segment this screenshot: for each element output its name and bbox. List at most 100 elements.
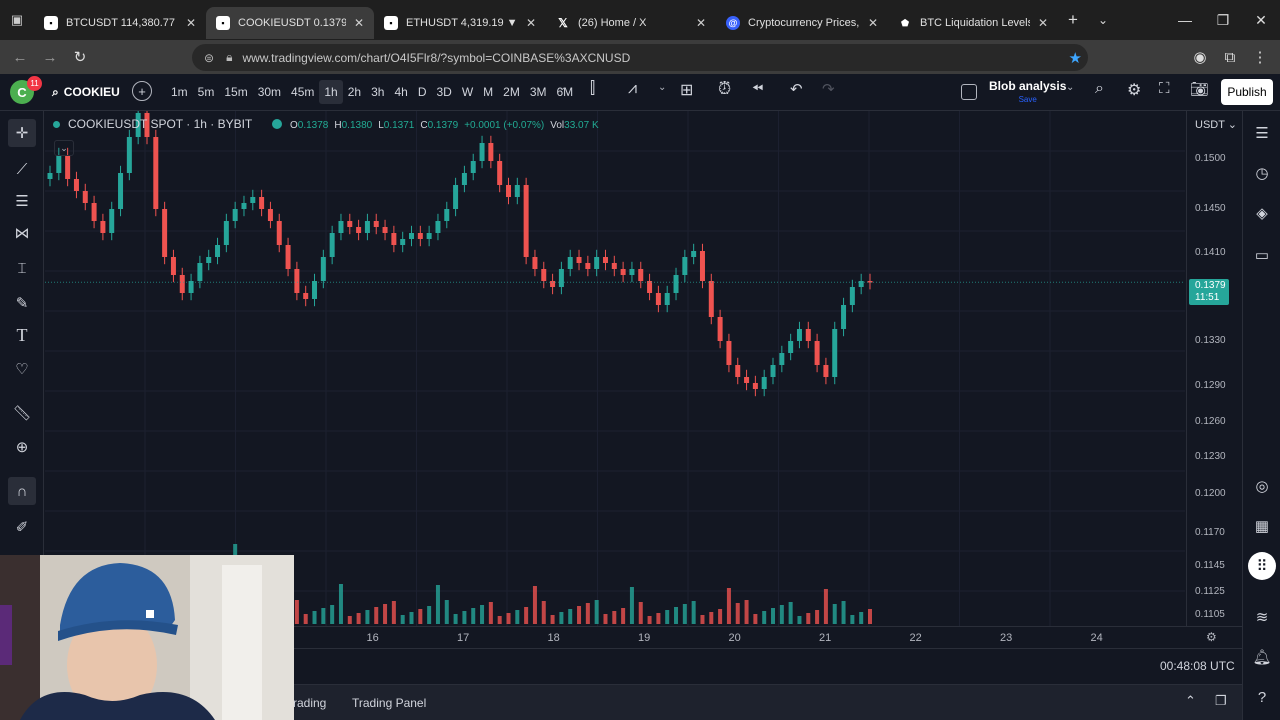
timeframe-button[interactable]: 3h: [371, 85, 385, 99]
apps-grid-icon[interactable]: ⠿: [1248, 552, 1276, 580]
time-axis-settings-icon[interactable]: ⚙: [1206, 630, 1217, 644]
chat-icon[interactable]: ▭: [1254, 247, 1270, 264]
ruler-icon[interactable]: 📏︎: [12, 405, 32, 422]
zoom-in-icon[interactable]: ⊕: [15, 439, 29, 456]
timeframe-button[interactable]: 5m: [197, 85, 215, 99]
close-tab-icon[interactable]: ✕: [695, 16, 706, 30]
browser-tab-cookieusdt[interactable]: ▪ COOKIEUSDT 0.1379 ▲ +0.0 ✕: [206, 7, 374, 39]
calendar-icon[interactable]: ▦: [1254, 518, 1270, 535]
favorites-heart-icon[interactable]: ♡: [15, 361, 29, 378]
symbol-title[interactable]: COOKIEUSDT SPOT · 1h · BYBIT: [68, 117, 253, 131]
snapshot-camera-icon[interactable]: 📷︎: [1190, 81, 1210, 98]
browser-tab-ethusdt[interactable]: ▪ ETHUSDT 4,319.19 ▼ −0.39 ✕: [374, 7, 546, 39]
browser-tab-crypto-prices[interactable]: @ Cryptocurrency Prices, Char ✕: [716, 7, 888, 39]
close-tab-icon[interactable]: ✕: [353, 16, 364, 30]
browser-menu-icon[interactable]: ⋮: [1252, 49, 1268, 66]
back-icon[interactable]: ←: [12, 48, 28, 66]
alert-icon[interactable]: ⏰︎: [718, 79, 732, 98]
timeframe-button[interactable]: D: [417, 85, 427, 99]
indicators-dropdown-icon[interactable]: ⌄: [658, 82, 667, 93]
timeframe-dropdown-icon[interactable]: ⌄: [558, 82, 567, 93]
timeframe-button[interactable]: 1h: [319, 80, 343, 104]
tab-trading-panel[interactable]: Trading Panel: [352, 696, 427, 710]
browser-tab-btcusdt[interactable]: ▪ BTCUSDT 114,380.77 ▲ +0.1 ✕: [34, 7, 206, 39]
close-tab-icon[interactable]: ✕: [185, 16, 196, 30]
symbol-search-button[interactable]: ⌕ COOKIEU: [52, 84, 120, 100]
layouts-grid-icon[interactable]: ⊞: [680, 82, 694, 99]
layers-icon[interactable]: ◈: [1256, 205, 1268, 222]
timeframe-button[interactable]: M: [483, 85, 494, 99]
close-window-icon[interactable]: ✕: [1255, 11, 1267, 28]
x-logo-icon: 𝕏: [558, 16, 568, 30]
layout-dropdown-icon[interactable]: ⌄: [1066, 82, 1075, 93]
compare-add-icon[interactable]: +: [132, 81, 152, 101]
magnet-icon[interactable]: ∩: [8, 477, 36, 505]
timeframe-button[interactable]: 3M: [529, 85, 547, 99]
notifications-bell-icon[interactable]: 🔔︎: [1252, 649, 1272, 666]
tab-trading[interactable]: rading: [293, 696, 327, 710]
timeframe-button[interactable]: 30m: [257, 85, 282, 99]
bookmark-star-icon[interactable]: ★: [1068, 49, 1082, 67]
tab-list-chevron-icon[interactable]: ⌄: [1097, 13, 1109, 27]
fib-retracement-icon[interactable]: ☰: [15, 193, 29, 210]
alerts-clock-icon[interactable]: ◷: [1255, 165, 1269, 182]
layout-name[interactable]: Blob analysis Save: [989, 79, 1067, 104]
quick-search-icon[interactable]: ⌕: [1095, 80, 1104, 97]
url-input[interactable]: ⊜ 🔒︎ www.tradingview.com/chart/O4I5Flr8/…: [192, 44, 1088, 71]
browser-tab-x-home[interactable]: 𝕏 (26) Home / X ✕: [546, 7, 716, 39]
time-axis[interactable]: ⚙ 15161718192021222324: [45, 626, 1242, 648]
trendline-icon[interactable]: ⟋: [16, 160, 28, 178]
timeframe-button[interactable]: 1m: [171, 85, 188, 99]
undo-icon[interactable]: ↶: [790, 81, 803, 98]
candle-body: [832, 329, 838, 377]
candlestick-chart[interactable]: [45, 111, 1185, 626]
timeframe-button[interactable]: 15m: [224, 85, 248, 99]
indicators-icon[interactable]: ⩘: [628, 80, 638, 97]
extensions-icon[interactable]: ⧉: [1224, 48, 1236, 66]
target-icon[interactable]: ◎: [1255, 478, 1269, 495]
tab-search-icon[interactable]: ▣: [10, 12, 24, 27]
candle-type-icon[interactable]: ⫿: [590, 80, 596, 97]
minimize-icon[interactable]: —: [1178, 12, 1192, 28]
reload-icon[interactable]: ↻: [73, 49, 87, 66]
timeframe-button[interactable]: 45m: [291, 85, 315, 99]
close-tab-icon[interactable]: ✕: [1037, 16, 1048, 30]
layout-checkbox[interactable]: [961, 84, 977, 100]
legend-collapse-icon[interactable]: ⌄: [54, 140, 74, 156]
timeframe-button[interactable]: 2h: [347, 85, 362, 99]
publish-button[interactable]: Publish: [1221, 79, 1273, 105]
text-tool-icon[interactable]: T: [16, 324, 28, 345]
price-axis[interactable]: USDT ⌄ 0.1379 11:51 0.1500 0.1450 0.1410 0.…: [1186, 111, 1242, 626]
streams-icon[interactable]: ≋: [1255, 609, 1269, 626]
timeframe-button[interactable]: 4h: [394, 85, 408, 99]
help-icon[interactable]: ?: [1257, 688, 1267, 706]
fullscreen-icon[interactable]: ⛶: [1159, 80, 1170, 97]
redo-icon[interactable]: ↷: [822, 81, 835, 98]
collapse-panel-icon[interactable]: ⌃: [1185, 693, 1196, 708]
close-tab-icon[interactable]: ✕: [525, 16, 536, 30]
close-tab-icon[interactable]: ✕: [867, 16, 878, 30]
candle-body: [461, 173, 467, 185]
replay-icon[interactable]: ⏪︎: [752, 80, 764, 96]
prediction-icon[interactable]: ⌶: [17, 259, 27, 277]
maximize-panel-icon[interactable]: ❐: [1215, 693, 1227, 708]
brush-icon[interactable]: ✎: [15, 295, 29, 312]
watchlist-icon[interactable]: ☰: [1255, 125, 1269, 142]
forward-icon[interactable]: →: [42, 48, 58, 66]
timeframe-button[interactable]: 6M: [556, 85, 574, 99]
crosshair-icon[interactable]: ✛: [8, 119, 36, 147]
lock-drawings-icon[interactable]: ✐: [15, 519, 29, 536]
new-tab-plus-icon[interactable]: +: [1068, 10, 1078, 29]
maximize-icon[interactable]: ❐: [1216, 11, 1230, 28]
currency-selector[interactable]: USDT ⌄: [1195, 119, 1238, 131]
pattern-icon[interactable]: ⋈: [14, 225, 30, 242]
timeframe-button[interactable]: 3D: [436, 85, 452, 99]
profile-icon[interactable]: ◉: [1193, 49, 1207, 66]
timeframe-button[interactable]: W: [461, 85, 474, 99]
browser-tab-btc-liquidation[interactable]: ⬟ BTC Liquidation Levels,Liqui ✕: [888, 7, 1058, 39]
utc-clock[interactable]: 00:48:08 UTC: [1160, 659, 1235, 673]
timeframe-button[interactable]: 2M: [503, 85, 520, 99]
address-bar: ← → ↻ ⊜ 🔒︎ www.tradingview.com/chart/O4I…: [0, 40, 1280, 74]
site-info-icon[interactable]: ⊜: [204, 50, 215, 65]
settings-gear-icon[interactable]: ⚙: [1127, 82, 1142, 99]
